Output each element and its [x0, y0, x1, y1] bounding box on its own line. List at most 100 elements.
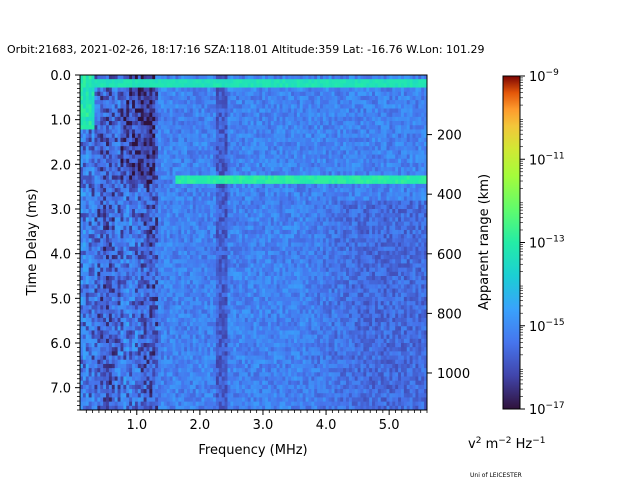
- heat-cell: [175, 133, 179, 139]
- heat-cell: [421, 229, 425, 235]
- heat-cell: [103, 234, 107, 239]
- heat-cell: [247, 183, 252, 189]
- heat-cell: [415, 196, 419, 202]
- heat-cell: [126, 192, 130, 197]
- heat-cell: [317, 234, 321, 239]
- heat-cell: [403, 87, 408, 93]
- heat-cell: [311, 179, 315, 185]
- heat-cell: [360, 121, 364, 126]
- heat-cell: [82, 179, 87, 185]
- heat-cell: [143, 162, 147, 168]
- heat-cell: [322, 242, 327, 248]
- heat-cell: [340, 146, 344, 151]
- heat-cell: [320, 238, 324, 243]
- heat-cell: [302, 162, 306, 168]
- heat-cell: [343, 112, 347, 118]
- heat-cell: [343, 175, 347, 181]
- heat-cell: [282, 234, 286, 239]
- heat-cell: [363, 171, 367, 176]
- heat-cell: [348, 213, 353, 218]
- heat-cell: [91, 87, 95, 93]
- heat-cell: [236, 116, 240, 122]
- heat-cell: [146, 167, 150, 172]
- heat-cell: [213, 129, 217, 135]
- heat-cell: [250, 196, 254, 202]
- heat-cell: [311, 242, 315, 248]
- heat-cell: [129, 192, 133, 197]
- heat-cell: [134, 91, 139, 97]
- heat-cell: [314, 83, 318, 88]
- heat-cell: [374, 242, 379, 248]
- heat-cell: [97, 175, 101, 181]
- heat-cell: [403, 91, 408, 97]
- heat-cell: [317, 108, 321, 114]
- heat-cell: [351, 133, 356, 139]
- heat-cell: [181, 192, 185, 197]
- heat-cell: [250, 112, 254, 118]
- heat-cell: [163, 112, 168, 118]
- heat-cell: [106, 133, 110, 139]
- heat-cell: [273, 154, 278, 160]
- heat-cell: [305, 95, 309, 101]
- heat-cell: [120, 116, 124, 122]
- heat-cell: [132, 229, 136, 235]
- heat-cell: [97, 75, 101, 80]
- heat-cell: [377, 196, 382, 202]
- heat-cell: [137, 246, 142, 252]
- heat-cell: [360, 104, 364, 109]
- heat-cell: [186, 192, 191, 197]
- heat-cell: [210, 108, 214, 114]
- heat-cell: [123, 75, 127, 80]
- heat-cell: [406, 83, 411, 88]
- heat-cell: [291, 112, 295, 118]
- heat-cell: [91, 213, 95, 218]
- heat-cell: [166, 154, 171, 160]
- heat-cell: [337, 133, 341, 139]
- heat-cell: [256, 175, 260, 181]
- heat-cell: [276, 75, 280, 80]
- heat-cell: [230, 83, 234, 88]
- heat-cell: [337, 125, 341, 130]
- heat-cell: [158, 121, 162, 126]
- heat-cell: [421, 204, 425, 210]
- heat-cell: [406, 137, 411, 143]
- heat-cell: [178, 137, 182, 143]
- heat-cell: [389, 158, 393, 164]
- heat-cell: [383, 238, 387, 243]
- heat-cell: [334, 112, 338, 118]
- heat-cell: [189, 167, 194, 172]
- heat-cell: [126, 154, 130, 160]
- heat-cell: [247, 100, 252, 105]
- heat-cell: [117, 204, 121, 210]
- heat-cell: [262, 95, 266, 101]
- heat-cell: [400, 204, 405, 210]
- heat-cell: [146, 162, 150, 168]
- heat-cell: [308, 91, 312, 97]
- heat-cell: [175, 137, 179, 143]
- heat-cell: [348, 154, 353, 160]
- heat-cell: [291, 137, 295, 143]
- heat-cell: [149, 83, 153, 88]
- heat-cell: [346, 171, 350, 176]
- heat-cell: [97, 112, 101, 118]
- heat-cell: [117, 95, 121, 101]
- heat-cell: [369, 196, 373, 202]
- heat-cell: [123, 200, 127, 206]
- heat-cell: [265, 175, 269, 181]
- heat-cell: [160, 100, 165, 105]
- heat-cell: [372, 192, 376, 197]
- heat-cell: [103, 75, 107, 80]
- heat-cell: [239, 116, 243, 122]
- heat-cell: [415, 217, 419, 222]
- heat-cell: [224, 91, 228, 97]
- heat-cell: [163, 150, 168, 155]
- heat-cell: [288, 196, 292, 202]
- heat-cell: [380, 79, 385, 84]
- heat-cell: [117, 83, 121, 88]
- heat-cell: [302, 129, 306, 135]
- heat-cell: [267, 213, 272, 218]
- heat-cell: [198, 204, 202, 210]
- heat-cell: [239, 200, 243, 206]
- heat-cell: [259, 196, 263, 202]
- heat-cell: [267, 91, 272, 97]
